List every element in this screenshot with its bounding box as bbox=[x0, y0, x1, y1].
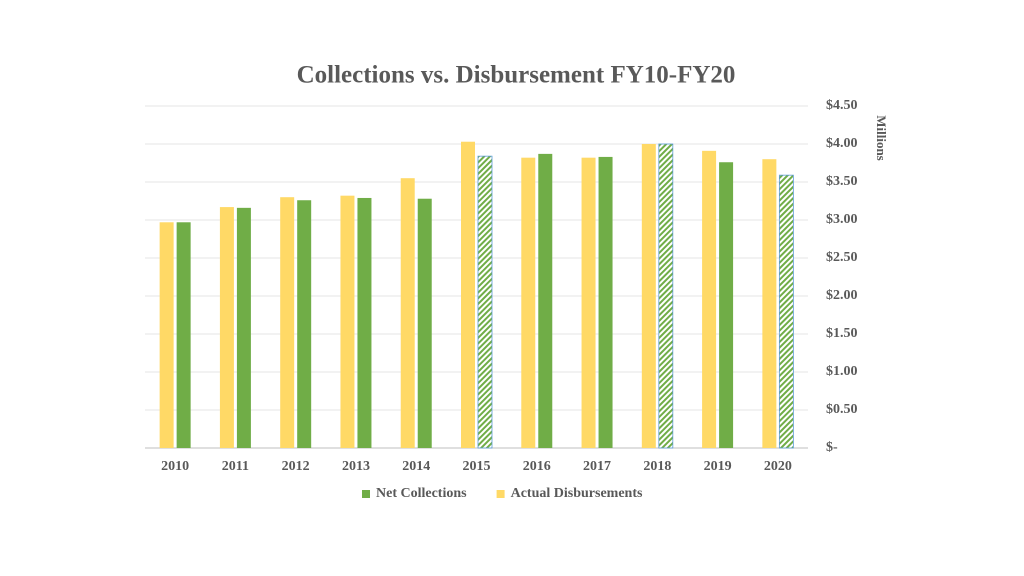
legend-swatch bbox=[496, 490, 505, 498]
bar bbox=[417, 198, 432, 448]
bar bbox=[176, 222, 191, 448]
x-tick-label: 2015 bbox=[463, 459, 491, 474]
bar bbox=[719, 162, 734, 449]
bar bbox=[477, 155, 493, 449]
bar bbox=[357, 197, 372, 448]
x-tick-label: 2017 bbox=[583, 459, 611, 474]
y-tick-label: $3.00 bbox=[826, 212, 858, 227]
x-tick-label: 2016 bbox=[523, 459, 551, 474]
x-tick-label: 2019 bbox=[704, 459, 732, 474]
bar bbox=[159, 222, 174, 448]
legend-label: Actual Disbursements bbox=[511, 486, 643, 501]
x-tick-label: 2020 bbox=[764, 459, 792, 474]
x-tick-label: 2013 bbox=[342, 459, 370, 474]
bar bbox=[778, 174, 794, 449]
x-tick-label: 2010 bbox=[161, 459, 189, 474]
bar bbox=[280, 197, 295, 448]
bar bbox=[598, 156, 613, 449]
bar bbox=[762, 159, 777, 448]
bar bbox=[461, 141, 475, 448]
bar bbox=[702, 150, 717, 448]
y-tick-label: $1.00 bbox=[826, 364, 858, 379]
x-tick-label: 2011 bbox=[222, 459, 249, 474]
bar bbox=[581, 157, 596, 448]
x-tick-label: 2014 bbox=[402, 459, 430, 474]
y-tick-label: $3.50 bbox=[826, 174, 858, 189]
y-tick-label: $2.50 bbox=[826, 250, 858, 265]
bar bbox=[236, 207, 251, 448]
legend-swatch bbox=[362, 490, 370, 498]
bar bbox=[297, 200, 312, 448]
bar bbox=[340, 195, 355, 448]
legend-label: Net Collections bbox=[376, 486, 467, 501]
bar bbox=[400, 178, 415, 448]
bar bbox=[219, 207, 234, 448]
y-tick-label: $4.50 bbox=[826, 98, 858, 113]
y-tick-label: $- bbox=[826, 440, 838, 455]
x-tick-label: 2012 bbox=[282, 459, 310, 474]
bar bbox=[641, 144, 656, 448]
y-axis-label: Millions bbox=[874, 115, 889, 161]
y-tick-label: $0.50 bbox=[826, 402, 858, 417]
y-tick-label: $2.00 bbox=[826, 288, 858, 303]
y-tick-label: $1.50 bbox=[826, 326, 858, 341]
x-tick-label: 2018 bbox=[643, 459, 671, 474]
chart-title: Collections vs. Disbursement FY10-FY20 bbox=[297, 62, 736, 89]
bar bbox=[521, 157, 536, 448]
y-tick-label: $4.00 bbox=[826, 136, 858, 151]
bar bbox=[538, 153, 553, 448]
bar bbox=[658, 143, 674, 449]
